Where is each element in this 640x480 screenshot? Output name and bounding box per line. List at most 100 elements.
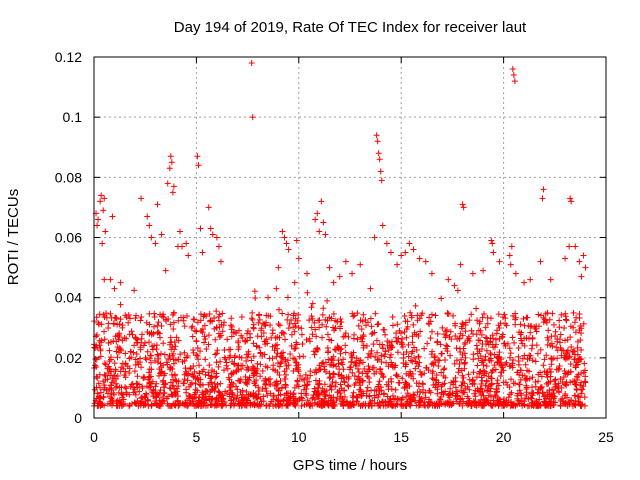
data-point xyxy=(181,323,188,330)
data-point xyxy=(279,310,286,317)
data-point xyxy=(581,402,588,409)
data-point xyxy=(102,228,109,235)
data-point xyxy=(485,383,492,390)
data-point xyxy=(311,319,318,326)
data-point xyxy=(98,321,105,328)
data-point xyxy=(402,249,409,256)
data-point xyxy=(440,372,447,379)
data-point xyxy=(208,379,215,386)
data-point xyxy=(323,387,330,394)
data-point xyxy=(227,397,234,404)
data-point xyxy=(212,351,219,358)
data-point xyxy=(547,276,554,283)
data-point xyxy=(410,246,417,253)
data-point xyxy=(568,343,575,350)
data-point xyxy=(312,216,319,223)
data-point xyxy=(345,383,352,390)
data-point xyxy=(413,347,420,354)
data-point xyxy=(548,355,555,362)
data-point xyxy=(511,78,518,85)
data-point xyxy=(154,322,161,329)
data-point xyxy=(241,395,248,402)
data-point xyxy=(450,312,457,319)
data-point xyxy=(291,320,298,327)
data-point xyxy=(451,360,458,367)
data-point xyxy=(118,364,125,371)
data-point xyxy=(250,340,257,347)
data-point xyxy=(379,371,386,378)
data-point xyxy=(581,360,588,367)
data-point xyxy=(164,400,171,407)
data-point xyxy=(253,370,260,377)
data-point xyxy=(300,353,307,360)
data-point xyxy=(135,361,142,368)
data-point xyxy=(126,402,133,409)
data-point xyxy=(510,356,517,363)
data-point xyxy=(227,352,234,359)
data-point xyxy=(291,346,298,353)
data-point xyxy=(580,252,587,259)
data-point xyxy=(330,399,337,406)
data-point xyxy=(290,399,297,406)
data-point xyxy=(556,389,563,396)
data-point xyxy=(335,371,342,378)
data-point xyxy=(101,195,108,202)
data-point xyxy=(239,334,246,341)
data-point xyxy=(426,387,433,394)
data-point xyxy=(516,387,523,394)
data-point xyxy=(537,258,544,265)
data-point xyxy=(385,363,392,370)
data-point xyxy=(539,195,546,202)
data-point xyxy=(472,393,479,400)
data-point xyxy=(334,318,341,325)
data-point xyxy=(545,402,552,409)
data-point xyxy=(342,342,349,349)
data-point xyxy=(276,372,283,379)
data-point xyxy=(469,270,476,277)
data-point xyxy=(303,385,310,392)
data-point xyxy=(230,394,237,401)
data-point xyxy=(387,249,394,256)
data-point xyxy=(170,319,177,326)
data-point xyxy=(284,401,291,408)
data-point xyxy=(442,328,449,335)
data-point xyxy=(314,210,321,217)
data-point xyxy=(104,365,111,372)
data-point xyxy=(101,360,108,367)
data-point xyxy=(288,342,295,349)
data-point xyxy=(180,317,187,324)
data-point xyxy=(507,376,514,383)
data-point xyxy=(354,310,361,317)
data-point xyxy=(173,334,180,341)
data-point xyxy=(324,331,331,338)
data-point xyxy=(160,340,167,347)
data-point xyxy=(287,350,294,357)
data-point xyxy=(407,370,414,377)
data-point xyxy=(191,402,198,409)
data-point xyxy=(151,323,158,330)
data-point xyxy=(224,336,231,343)
data-point xyxy=(342,330,349,337)
data-point xyxy=(328,361,335,368)
data-point xyxy=(243,351,250,358)
data-point xyxy=(137,317,144,324)
data-point xyxy=(148,402,155,409)
data-point xyxy=(499,331,506,338)
data-point xyxy=(146,222,153,229)
data-point xyxy=(363,342,370,349)
data-point xyxy=(170,391,177,398)
data-point xyxy=(426,314,433,321)
data-point xyxy=(388,386,395,393)
data-point xyxy=(408,357,415,364)
data-point xyxy=(282,336,289,343)
data-point xyxy=(458,382,465,389)
data-point xyxy=(381,326,388,333)
data-point xyxy=(227,322,234,329)
data-point xyxy=(130,349,137,356)
data-point xyxy=(267,390,274,397)
data-point xyxy=(573,373,580,380)
data-point xyxy=(447,328,454,335)
data-point xyxy=(340,333,347,340)
data-point xyxy=(228,315,235,322)
data-point xyxy=(482,334,489,341)
